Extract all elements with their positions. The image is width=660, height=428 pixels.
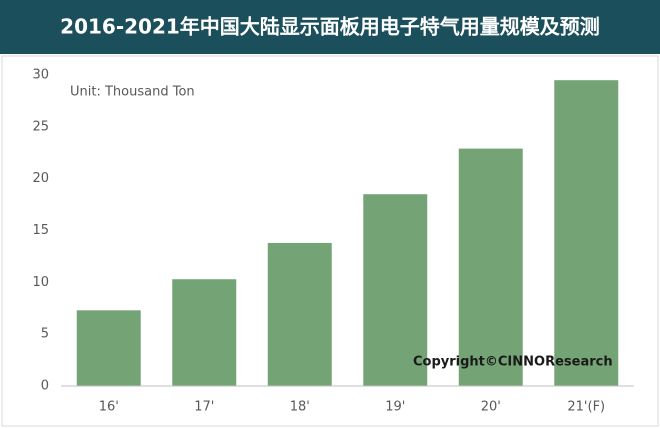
- title-bar: [0, 0, 660, 54]
- x-tick-label: 16': [99, 400, 119, 415]
- x-tick-label: 19': [385, 400, 405, 415]
- chart-title: 2016-2021年中国大陆显示面板用电子特气用量规模及预测: [60, 15, 600, 39]
- y-tick-label: 5: [41, 327, 49, 342]
- bar: [554, 80, 619, 386]
- copyright: Copyright©CINNOResearch: [413, 355, 613, 370]
- y-tick-label: 0: [41, 379, 49, 394]
- plot-frame: [1, 55, 659, 427]
- y-tick-label: 30: [32, 68, 49, 83]
- x-tick-label: 18': [290, 400, 310, 415]
- bar: [458, 148, 523, 386]
- y-tick-label: 15: [32, 223, 49, 238]
- x-tick-label: 20': [481, 400, 501, 415]
- unit-note: Unit: Thousand Ton: [70, 85, 195, 100]
- bar: [267, 242, 332, 386]
- bar: [76, 310, 141, 386]
- y-tick-label: 20: [32, 171, 49, 186]
- y-tick-label: 10: [32, 275, 49, 290]
- x-tick-label: 17': [194, 400, 214, 415]
- bar: [172, 279, 237, 386]
- x-tick-label: 21'(F): [567, 400, 605, 415]
- y-tick-label: 25: [32, 119, 49, 134]
- bar: [363, 194, 428, 386]
